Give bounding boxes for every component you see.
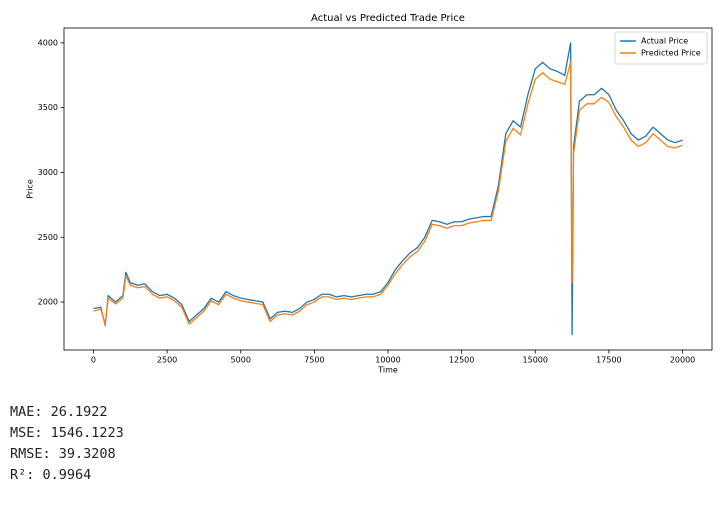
y-axis-label: Price bbox=[26, 179, 35, 199]
x-tick-label: 20000 bbox=[670, 356, 695, 365]
metric-line: R²: 0.9964 bbox=[10, 467, 92, 483]
series-line bbox=[93, 61, 683, 325]
metric-line: RMSE: 39.3208 bbox=[10, 446, 116, 462]
metrics-output: MAE: 26.1922 MSE: 1546.1223 RMSE: 39.3208 R… bbox=[10, 402, 124, 486]
y-tick-label: 2000 bbox=[38, 298, 58, 307]
x-tick-label: 7500 bbox=[304, 356, 324, 365]
legend-box bbox=[614, 31, 708, 65]
chart-title: Actual vs Predicted Trade Price bbox=[311, 13, 465, 24]
y-tick-label: 2500 bbox=[38, 233, 58, 242]
x-tick-label: 15000 bbox=[523, 356, 548, 365]
plot-frame bbox=[63, 27, 713, 351]
y-tick-label: 3500 bbox=[38, 103, 58, 112]
metric-line: MAE: 26.1922 bbox=[10, 404, 108, 420]
legend-label: Predicted Price bbox=[641, 49, 701, 58]
x-tick-label: 12500 bbox=[449, 356, 474, 365]
x-tick-label: 0 bbox=[91, 356, 96, 365]
x-tick-label: 5000 bbox=[231, 356, 251, 365]
y-tick-label: 4000 bbox=[38, 38, 58, 47]
x-axis-label: Time bbox=[377, 366, 398, 375]
y-tick-label: 3000 bbox=[38, 168, 58, 177]
x-tick-label: 17500 bbox=[596, 356, 621, 365]
x-tick-label: 2500 bbox=[157, 356, 177, 365]
x-tick-label: 10000 bbox=[375, 356, 400, 365]
chart: Actual vs Predicted Trade Price Time Pri… bbox=[26, 13, 713, 375]
series-line bbox=[93, 42, 683, 336]
metric-line: MSE: 1546.1223 bbox=[10, 425, 124, 441]
legend-label: Actual Price bbox=[641, 37, 688, 46]
legend: Actual Price Predicted Price bbox=[614, 31, 708, 65]
